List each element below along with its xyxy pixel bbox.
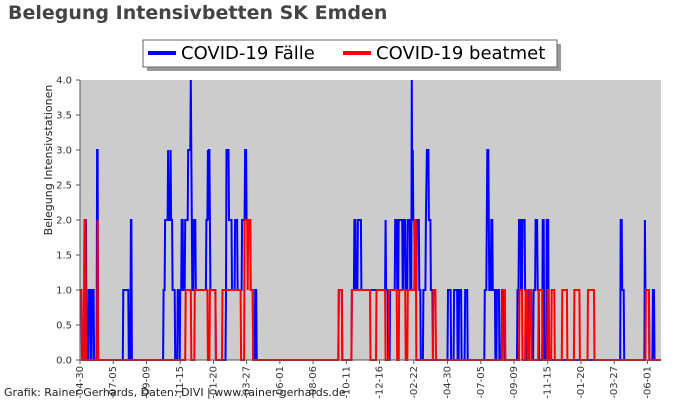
- x-tick-label: -12-16: [375, 366, 386, 399]
- x-tick-label: -06-01: [275, 366, 286, 399]
- x-tick-label: -07-05: [108, 366, 119, 399]
- source-credit: Grafik: Rainer Gerhards, Daten: DIVI | w…: [4, 386, 346, 399]
- series-line-beatmet: [80, 219, 661, 361]
- legend-label-faelle: COVID-19 Fälle: [181, 43, 315, 64]
- y-tick-label: 0.5: [56, 321, 72, 332]
- y-tick-label: 1.5: [56, 251, 72, 262]
- x-tick-label: -01-20: [208, 366, 219, 399]
- y-tick-label: 0.0: [56, 356, 72, 367]
- y-tick-labels: 0.0 0.5 1.0 1.5 2.0 2.5 3.0 3.5 4.0: [56, 76, 80, 367]
- x-tick-label: -01-20: [576, 366, 587, 399]
- x-tick-label: -03-27: [242, 366, 253, 399]
- x-tick-label: -09-09: [509, 366, 520, 399]
- y-tick-label: 3.0: [56, 146, 72, 157]
- x-tick-label: -08-06: [308, 366, 319, 399]
- y-tick-label: 3.5: [56, 111, 72, 122]
- y-tick-label: 4.0: [56, 76, 72, 87]
- x-tick-label: -10-11: [341, 366, 352, 399]
- x-tick-label: -11-15: [543, 366, 554, 399]
- x-tick-label: -07-05: [476, 366, 487, 399]
- legend-label-beatmet: COVID-19 beatmet: [376, 43, 545, 64]
- y-tick-label: 2.0: [56, 216, 72, 227]
- y-axis-label: Belegung Intensivstationen: [42, 85, 55, 236]
- x-tick-label: -04-30: [443, 366, 454, 399]
- x-tick-label: -06-01: [642, 366, 653, 399]
- chart-title: Belegung Intensivbetten SK Emden: [8, 2, 388, 24]
- x-tick-label: -03-27: [609, 366, 620, 399]
- x-tick-labels: -04-30 -07-05 -09-09 -11-15 -01-20 -03-27 -06-…: [75, 360, 653, 399]
- x-tick-label: -11-15: [175, 366, 186, 399]
- legend: COVID-19 Fälle COVID-19 beatmet: [142, 39, 561, 71]
- y-tick-label: 1.0: [56, 286, 72, 297]
- x-tick-label: -09-09: [142, 366, 153, 399]
- x-tick-label: -02-22: [409, 366, 420, 399]
- x-tick-label: -04-30: [75, 366, 86, 399]
- y-tick-label: 2.5: [56, 181, 72, 192]
